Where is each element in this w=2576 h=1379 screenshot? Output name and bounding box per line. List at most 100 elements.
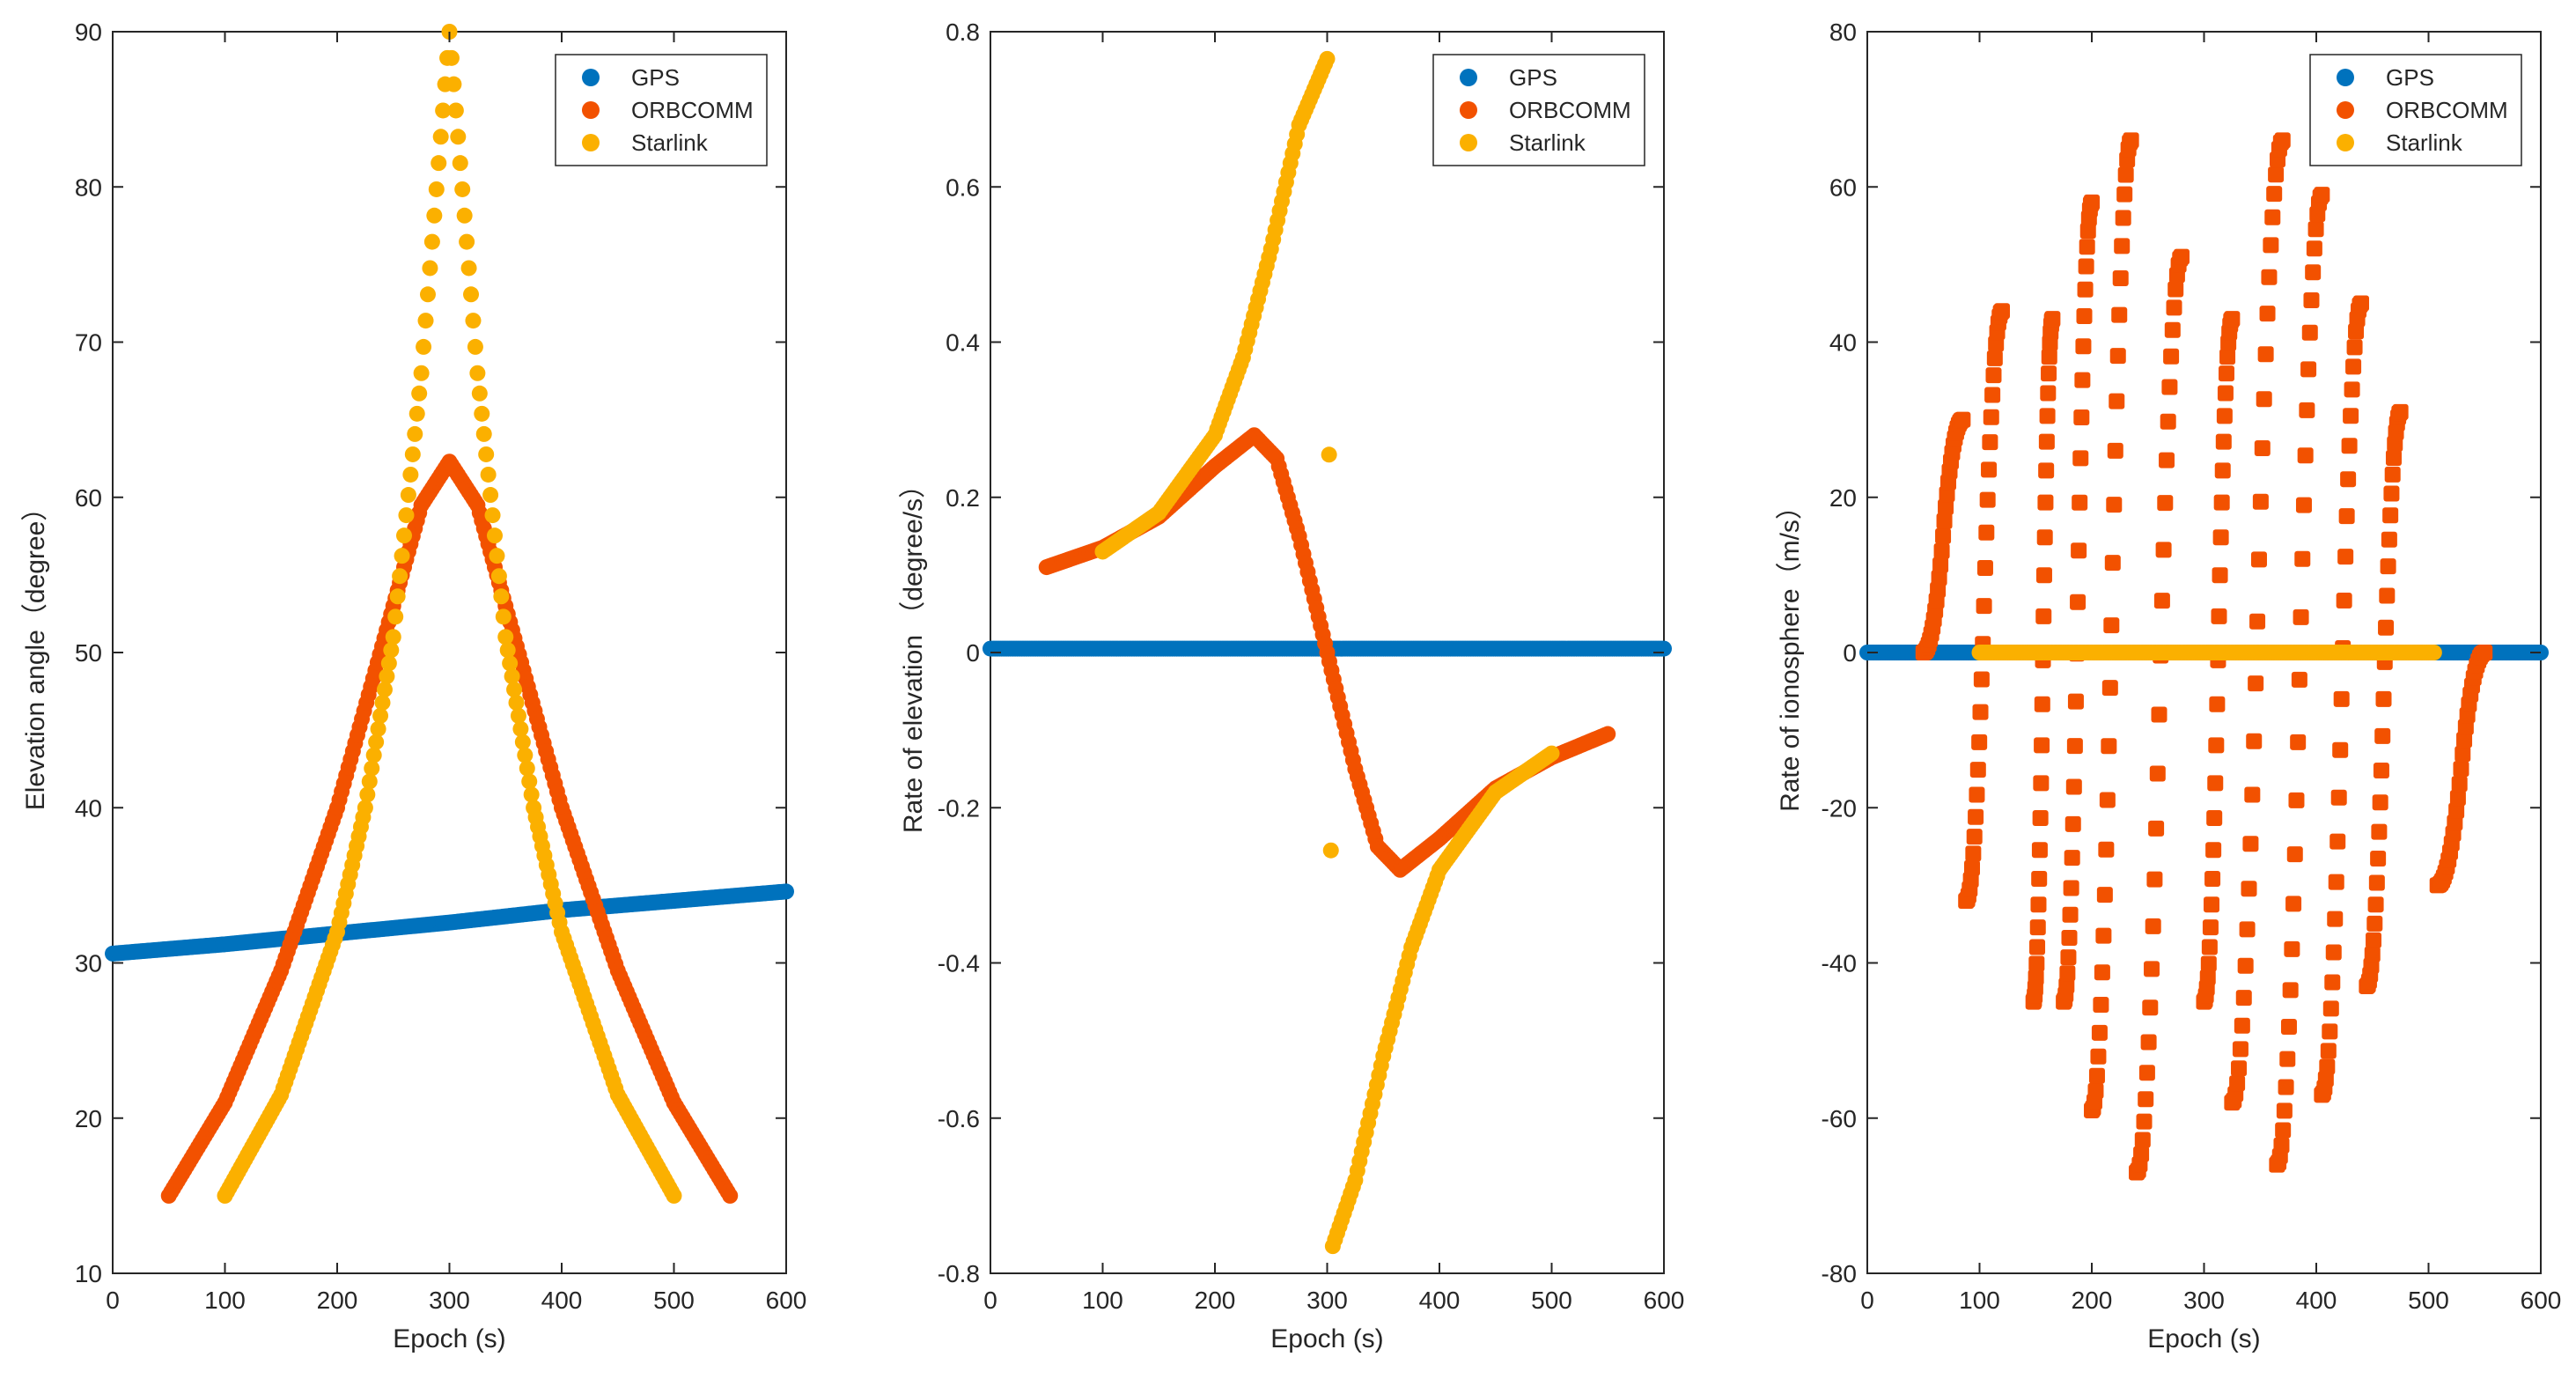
elevation-y-tick-label: 30 (75, 950, 102, 977)
ionosphere-rate-point-orbcomm (2305, 264, 2322, 281)
elevation-data-marks (105, 24, 794, 1204)
elevation-point-starlink (376, 682, 393, 698)
ionosphere-rate-point-orbcomm (2202, 919, 2219, 936)
elevation-point-starlink (474, 405, 490, 422)
ionosphere-rate-point-orbcomm (2109, 348, 2126, 365)
ionosphere-rate-point-orbcomm (2330, 789, 2347, 806)
ionosphere-rate-point-orbcomm (2116, 186, 2133, 203)
ionosphere-rate-point-orbcomm (2252, 493, 2269, 510)
elevation-point-starlink (490, 568, 507, 585)
elevation-rate-legend: GPS ORBCOMM Starlink (1432, 54, 1645, 166)
ionosphere-rate-point-orbcomm (2101, 738, 2117, 755)
ionosphere-rate-point-orbcomm (2041, 349, 2057, 365)
ionosphere-rate-y-tick-label: -60 (1822, 1105, 1857, 1132)
ionosphere-rate-point-orbcomm (2164, 321, 2181, 338)
elevation-rate-x-tick-label: 0 (983, 1287, 997, 1314)
elevation-point-starlink (419, 286, 436, 303)
ionosphere-rate-point-orbcomm (2031, 842, 2048, 859)
elevation-y-tick-label: 60 (75, 484, 102, 512)
ionosphere-rate-x-tick-label: 200 (2072, 1287, 2113, 1314)
ionosphere-rate-point-orbcomm (2294, 550, 2311, 567)
ionosphere-rate-point-orbcomm (2263, 237, 2279, 254)
ionosphere-rate-point-orbcomm (1968, 808, 1984, 825)
elevation-point-starlink (460, 260, 477, 277)
ionosphere-rate-point-orbcomm (2036, 529, 2053, 546)
elevation-y-tick-label: 40 (75, 794, 102, 822)
elevation-point-starlink (365, 747, 382, 763)
ionosphere-rate-point-orbcomm (2123, 132, 2139, 149)
elevation-rate-y-tick-label: -0.6 (938, 1105, 980, 1132)
ionosphere-rate-point-orbcomm (1983, 409, 1999, 425)
elevation-legend-marker-gps (582, 69, 600, 86)
elevation-point-starlink (506, 682, 523, 698)
elevation-point-starlink (422, 260, 438, 277)
ionosphere-rate-y-tick-label: -20 (1822, 794, 1857, 822)
ionosphere-rate-point-orbcomm (1935, 527, 1952, 544)
elevation-rate-legend-label-orbcomm: ORBCOMM (1509, 97, 1631, 123)
ionosphere-rate-point-orbcomm (2155, 542, 2172, 558)
ionosphere-rate-point-orbcomm (1969, 786, 1985, 803)
elevation-rate-y-tick-label: 0.8 (946, 18, 980, 46)
ionosphere-rate-point-orbcomm (2242, 836, 2259, 852)
ionosphere-rate-point-orbcomm (2301, 324, 2318, 341)
ionosphere-rate-point-orbcomm (1932, 557, 1949, 573)
elevation-rate-series-gps (983, 640, 1672, 657)
ionosphere-rate-point-orbcomm (2314, 187, 2330, 203)
elevation-point-starlink (666, 1187, 682, 1204)
ionosphere-rate-point-orbcomm (2070, 594, 2087, 610)
elevation-point-starlink (484, 507, 501, 524)
elevation-point-starlink (374, 694, 391, 711)
ionosphere-rate-point-orbcomm (2382, 507, 2399, 524)
elevation-x-axis-label: Epoch (s) (393, 1324, 505, 1353)
ionosphere-rate-point-orbcomm (2059, 965, 2076, 982)
ionosphere-rate-y-tick-label: 60 (1829, 173, 1857, 201)
ionosphere-rate-point-orbcomm (2072, 450, 2089, 467)
ionosphere-rate-point-orbcomm (2329, 833, 2346, 850)
ionosphere-rate-point-orbcomm (2204, 896, 2219, 913)
ionosphere-rate-x-tick-label: 100 (1959, 1287, 2000, 1314)
ionosphere-rate-point-orbcomm (2213, 494, 2230, 511)
ionosphere-rate-point-orbcomm (2234, 1017, 2250, 1034)
elevation-point-starlink (423, 233, 440, 250)
ionosphere-rate-point-orbcomm (2256, 391, 2272, 408)
elevation-x-tick-label: 300 (429, 1287, 470, 1314)
ionosphere-rate-point-orbcomm (2322, 1023, 2338, 1040)
elevation-point-starlink (456, 207, 473, 224)
ionosphere-rate-point-orbcomm (1966, 829, 1983, 845)
elevation-point-starlink (480, 466, 497, 483)
ionosphere-rate-point-orbcomm (2297, 447, 2314, 464)
ionosphere-rate-point-orbcomm (2161, 379, 2178, 395)
elevation-rate-x-tick-label: 300 (1306, 1287, 1348, 1314)
ionosphere-rate-point-orbcomm (1938, 498, 1954, 515)
ionosphere-rate-point-orbcomm (2279, 1051, 2296, 1067)
ionosphere-rate-point-orbcomm (2107, 442, 2123, 459)
elevation-point-starlink (389, 588, 406, 605)
elevation-point-starlink (445, 76, 462, 92)
ionosphere-rate-point-orbcomm (2241, 881, 2257, 897)
elevation-rate-y-tick-label: -0.4 (938, 950, 980, 977)
ionosphere-rate-point-orbcomm (2066, 738, 2083, 755)
ionosphere-rate-point-orbcomm (2364, 946, 2381, 962)
ionosphere-rate-point-orbcomm (2168, 281, 2184, 298)
ionosphere-rate-point-orbcomm (2076, 307, 2093, 324)
elevation-rate-x-tick-label: 200 (1195, 1287, 1236, 1314)
elevation-legend-marker-starlink (582, 134, 600, 151)
ionosphere-rate-point-orbcomm (2090, 1048, 2107, 1065)
ionosphere-rate-point-orbcomm (2380, 558, 2396, 575)
ionosphere-rate-point-orbcomm (2322, 1000, 2339, 1017)
ionosphere-rate-point-orbcomm (2136, 1113, 2153, 1130)
elevation-rate-point-gps (1656, 640, 1672, 657)
ionosphere-rate-point-orbcomm (2200, 955, 2217, 972)
elevation-point-starlink (372, 707, 389, 724)
ionosphere-rate-point-orbcomm (2248, 675, 2264, 692)
ionosphere-rate-point-orbcomm (2448, 802, 2465, 819)
elevation-rate-y-tick-label: 0 (966, 639, 980, 667)
ionosphere-rate-point-orbcomm (2229, 1075, 2246, 1092)
ionosphere-rate-point-orbcomm (2286, 846, 2303, 863)
ionosphere-rate-point-orbcomm (1979, 491, 1996, 508)
ionosphere-rate-point-orbcomm (2149, 765, 2166, 782)
ionosphere-rate-legend: GPS ORBCOMM Starlink (2309, 54, 2522, 166)
ionosphere-rate-point-orbcomm (2455, 746, 2471, 763)
ionosphere-rate-point-orbcomm (2094, 964, 2110, 981)
elevation-legend-label-starlink: Starlink (631, 129, 709, 156)
